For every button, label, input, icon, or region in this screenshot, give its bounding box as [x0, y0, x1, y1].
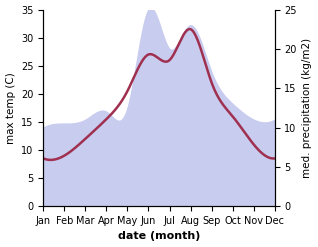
X-axis label: date (month): date (month) — [118, 231, 200, 242]
Y-axis label: med. precipitation (kg/m2): med. precipitation (kg/m2) — [302, 38, 313, 178]
Y-axis label: max temp (C): max temp (C) — [5, 72, 16, 144]
